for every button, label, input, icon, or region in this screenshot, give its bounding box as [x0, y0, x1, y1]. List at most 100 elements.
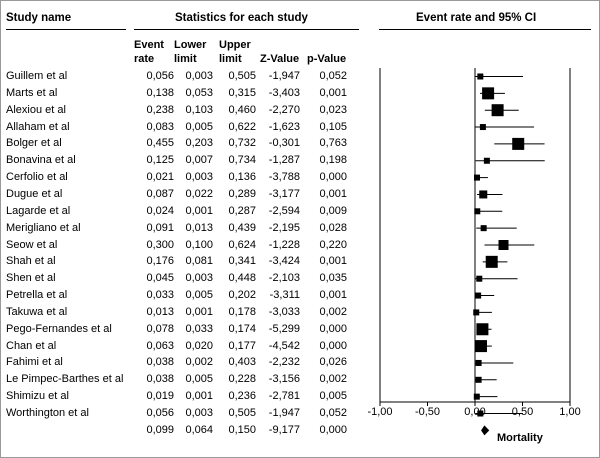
study-z-cell: -5,299	[268, 322, 300, 335]
study-rate-cell: 0,038	[146, 373, 174, 386]
col-z-header: Z-Value	[260, 53, 300, 65]
study-z-cell: -3,788	[268, 171, 300, 184]
study-upper-cell: 0,403	[228, 356, 256, 369]
study-rate-cell: 0,013	[146, 305, 174, 318]
study-lower-cell: 0,007	[185, 154, 213, 167]
x-tick-label: 1,00	[559, 406, 580, 418]
study-lower-cell: 0,003	[185, 272, 213, 285]
study-z-cell: -1,947	[268, 407, 300, 419]
study-upper-cell: 0,315	[228, 86, 256, 99]
x-tick-label: 0,50	[512, 406, 533, 418]
study-name-header: Study name	[6, 12, 72, 24]
study-lower-cell: 0,013	[185, 221, 213, 234]
study-rate-cell: 0,033	[146, 289, 174, 302]
study-rate-cell: 0,063	[146, 339, 174, 352]
study-upper-cell: 0,287	[228, 204, 256, 217]
study-z-cell: -1,228	[268, 238, 300, 251]
study-rate-cell: 0,125	[146, 154, 174, 167]
study-lower-cell: 0,001	[185, 390, 213, 403]
summary-rate-cell: 0,099	[146, 423, 174, 436]
study-z-cell: -0,301	[268, 137, 300, 150]
point-estimate	[491, 104, 504, 117]
point-estimate	[483, 157, 490, 164]
study-lower-cell: 0,003	[185, 407, 213, 419]
study-lower-cell: 0,033	[185, 322, 213, 335]
study-upper-cell: 0,289	[228, 187, 256, 200]
summary-upper-cell: 0,150	[228, 423, 256, 436]
study-lower-cell: 0,005	[185, 373, 213, 386]
point-estimate	[476, 275, 483, 282]
study-name-cell: Le Pimpec-Barthes et al	[6, 373, 124, 386]
study-upper-cell: 0,448	[228, 272, 256, 285]
col-upper-line1: Upper	[219, 39, 251, 51]
study-upper-cell: 0,236	[228, 390, 256, 403]
study-upper-cell: 0,177	[228, 339, 256, 352]
study-z-cell: -1,623	[268, 120, 300, 133]
col-upper-line2: limit	[219, 53, 242, 65]
point-estimate	[479, 124, 486, 131]
study-rate-cell: 0,024	[146, 204, 174, 217]
study-p-cell: 0,023	[319, 103, 347, 116]
point-estimate	[474, 208, 481, 215]
study-p-cell: 0,052	[319, 407, 347, 419]
study-name-cell: Lagarde et al	[6, 204, 71, 217]
study-rate-cell: 0,091	[146, 221, 174, 234]
point-estimate	[476, 323, 489, 336]
study-z-cell: -3,403	[268, 86, 300, 99]
study-lower-cell: 0,103	[185, 103, 213, 116]
study-rate-cell: 0,038	[146, 356, 174, 369]
study-name-cell: Bolger et al	[6, 137, 62, 150]
study-upper-cell: 0,732	[228, 137, 256, 150]
study-z-cell: -3,424	[268, 255, 300, 268]
col-event-rate-line2: rate	[134, 53, 155, 65]
point-estimate	[473, 309, 480, 316]
col-event-rate-header: Event rate	[134, 38, 164, 66]
study-rate-cell: 0,021	[146, 171, 174, 184]
study-name-cell: Petrella et al	[6, 289, 68, 302]
point-estimate	[512, 137, 525, 150]
col-event-rate-line1: Event	[134, 39, 164, 51]
study-rate-cell: 0,045	[146, 272, 174, 285]
study-lower-cell: 0,053	[185, 86, 213, 99]
study-z-cell: -2,270	[268, 103, 300, 116]
study-lower-cell: 0,005	[185, 289, 213, 302]
study-lower-cell: 0,022	[185, 187, 213, 200]
study-name-cell: Shimizu et al	[6, 390, 69, 403]
study-z-cell: -3,311	[269, 289, 300, 302]
study-z-cell: -3,177	[268, 187, 300, 200]
study-name-cell: Cerfolio et al	[6, 171, 68, 184]
study-rate-cell: 0,087	[146, 187, 174, 200]
study-name-cell: Marts et al	[6, 86, 58, 99]
study-z-cell: -4,542	[268, 339, 300, 352]
study-p-cell: 0,763	[319, 137, 347, 150]
summary-p-cell: 0,000	[319, 423, 347, 436]
point-estimate	[477, 73, 484, 80]
study-upper-cell: 0,622	[228, 120, 256, 133]
study-name-cell: Seow et al	[6, 238, 58, 251]
x-tick-label: -0,50	[415, 406, 440, 418]
study-p-cell: 0,001	[319, 187, 347, 200]
col-lower-header: Lower limit	[174, 38, 206, 66]
study-z-cell: -1,287	[268, 154, 300, 167]
study-upper-cell: 0,505	[228, 407, 256, 419]
point-estimate	[485, 255, 498, 268]
point-estimate	[498, 240, 509, 250]
study-name-cell: Pego-Fernandes et al	[6, 322, 112, 335]
study-rate-cell: 0,455	[146, 137, 174, 150]
study-p-cell: 0,026	[319, 356, 347, 369]
study-name-cell: Chan et al	[6, 339, 57, 352]
study-upper-cell: 0,460	[228, 103, 256, 116]
study-rate-cell: 0,056	[146, 407, 174, 419]
study-lower-cell: 0,002	[185, 356, 213, 369]
study-rate-cell: 0,238	[146, 103, 174, 116]
study-p-cell: 0,001	[319, 289, 347, 302]
event-rate-ci-header: Event rate and 95% CI	[416, 12, 537, 24]
point-estimate	[475, 292, 482, 299]
study-name-cell: Shen et al	[6, 272, 56, 285]
study-p-cell: 0,028	[319, 221, 347, 234]
study-lower-cell: 0,203	[185, 137, 213, 150]
point-estimate	[477, 410, 484, 417]
study-rate-cell: 0,176	[146, 255, 174, 268]
study-name-cell: Guillem et al	[6, 70, 68, 82]
